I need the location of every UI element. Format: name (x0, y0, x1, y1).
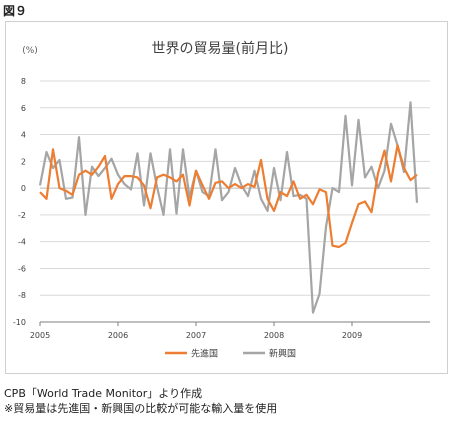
chart-title: 世界の貿易量(前月比) (152, 40, 289, 57)
y-tick-label: 0 (21, 184, 26, 193)
y-axis-ticks: 8 6 4 2 0 -2 -4 -6 -8 -10 (13, 77, 26, 327)
y-tick-label: 2 (21, 157, 26, 166)
y-tick-label: -8 (18, 291, 26, 300)
source-line: CPB「World Trade Monitor」より作成 (4, 387, 203, 400)
y-tick-label: -6 (18, 264, 26, 273)
legend-label: 新興国 (269, 348, 296, 360)
y-tick-label: -4 (18, 238, 26, 247)
x-tick-label: 2007 (186, 331, 206, 340)
y-tick-label: -2 (18, 211, 26, 220)
figure-label: 図９ (3, 4, 28, 18)
legend: 先進国 新興国 (165, 348, 296, 360)
series-line-advanced (39, 144, 418, 249)
x-tick-label: 2006 (108, 331, 128, 340)
legend-label: 先進国 (191, 348, 218, 360)
series-lines (38, 101, 419, 314)
series-line-emerging (38, 101, 419, 314)
x-tick-label: 2008 (264, 331, 284, 340)
x-axis-ticks: 2005 2006 2007 2008 2009 (30, 322, 362, 340)
y-tick-label: 4 (21, 131, 26, 140)
chart-panel (5, 21, 448, 374)
gridlines (40, 80, 430, 323)
y-tick-label: -10 (13, 318, 26, 327)
note-line: ※貿易量は先進国・新興国の比較が可能な輸入量を使用 (4, 402, 278, 415)
y-tick-label: 6 (21, 104, 26, 113)
y-axis-unit-label: (%) (22, 46, 38, 56)
x-tick-label: 2009 (342, 331, 362, 340)
y-tick-label: 8 (21, 77, 26, 86)
source-notes: CPB「World Trade Monitor」より作成 ※貿易量は先進国・新興… (4, 386, 277, 416)
x-tick-label: 2005 (30, 331, 50, 340)
